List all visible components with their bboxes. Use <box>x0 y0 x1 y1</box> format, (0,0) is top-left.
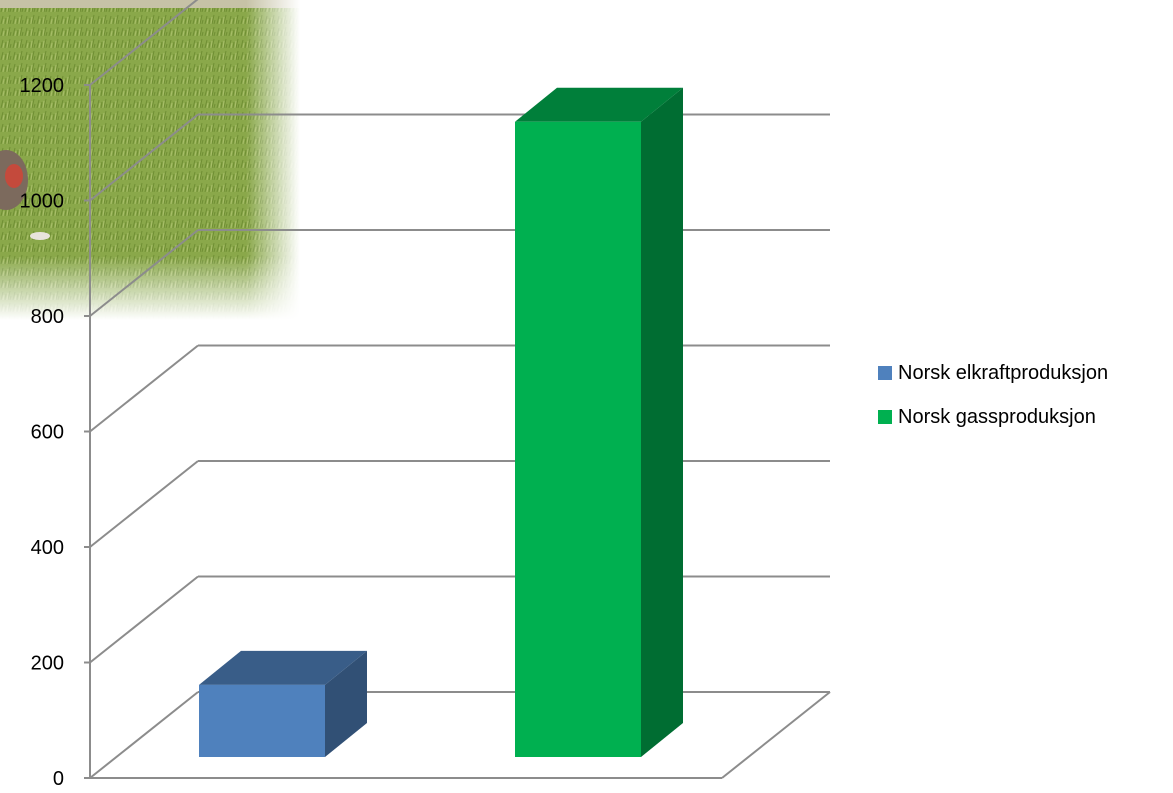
grid-diagonal-2 <box>89 460 199 548</box>
bar-top <box>515 87 683 122</box>
legend-item-elkraft: Norsk elkraftproduksjon <box>878 358 1108 388</box>
grid-diagonal-3 <box>89 344 199 433</box>
y-tick-label: 1000 <box>20 191 65 213</box>
grid-diagonal-5 <box>89 113 199 202</box>
bar-side <box>325 650 367 757</box>
y-tick-label: 800 <box>31 306 64 328</box>
grid-diagonal-0 <box>89 691 199 779</box>
grid-diagonal-6 <box>89 0 199 86</box>
y-tick-label: 0 <box>53 768 64 790</box>
legend-label-elkraft: Norsk elkraftproduksjon <box>898 361 1109 384</box>
bar-side <box>641 87 683 757</box>
legend-label-gass: Norsk gassproduksjon <box>898 405 1096 428</box>
grid-diagonal-4 <box>89 229 199 317</box>
y-axis-ticks: 0 200 400 600 800 1000 1200 <box>20 75 90 790</box>
legend-swatch-elkraft <box>878 366 892 380</box>
bar-gass <box>515 87 683 757</box>
bars <box>199 87 683 757</box>
y-tick-label: 600 <box>31 422 64 444</box>
y-tick-label: 400 <box>31 537 64 559</box>
grid-diagonal-1 <box>89 575 199 664</box>
y-tick-label: 200 <box>31 653 64 675</box>
y-tick-label: 1200 <box>20 75 65 97</box>
bar-front <box>199 684 325 757</box>
legend-swatch-gass <box>878 410 892 424</box>
bar-elkraft <box>199 650 367 757</box>
bar-top <box>199 650 367 685</box>
legend-item-gass: Norsk gassproduksjon <box>878 402 1108 432</box>
grid-lines <box>89 0 831 779</box>
bar-front <box>515 121 641 757</box>
floor-right-edge <box>721 691 831 779</box>
legend: Norsk elkraftproduksjon Norsk gassproduk… <box>878 358 1108 446</box>
